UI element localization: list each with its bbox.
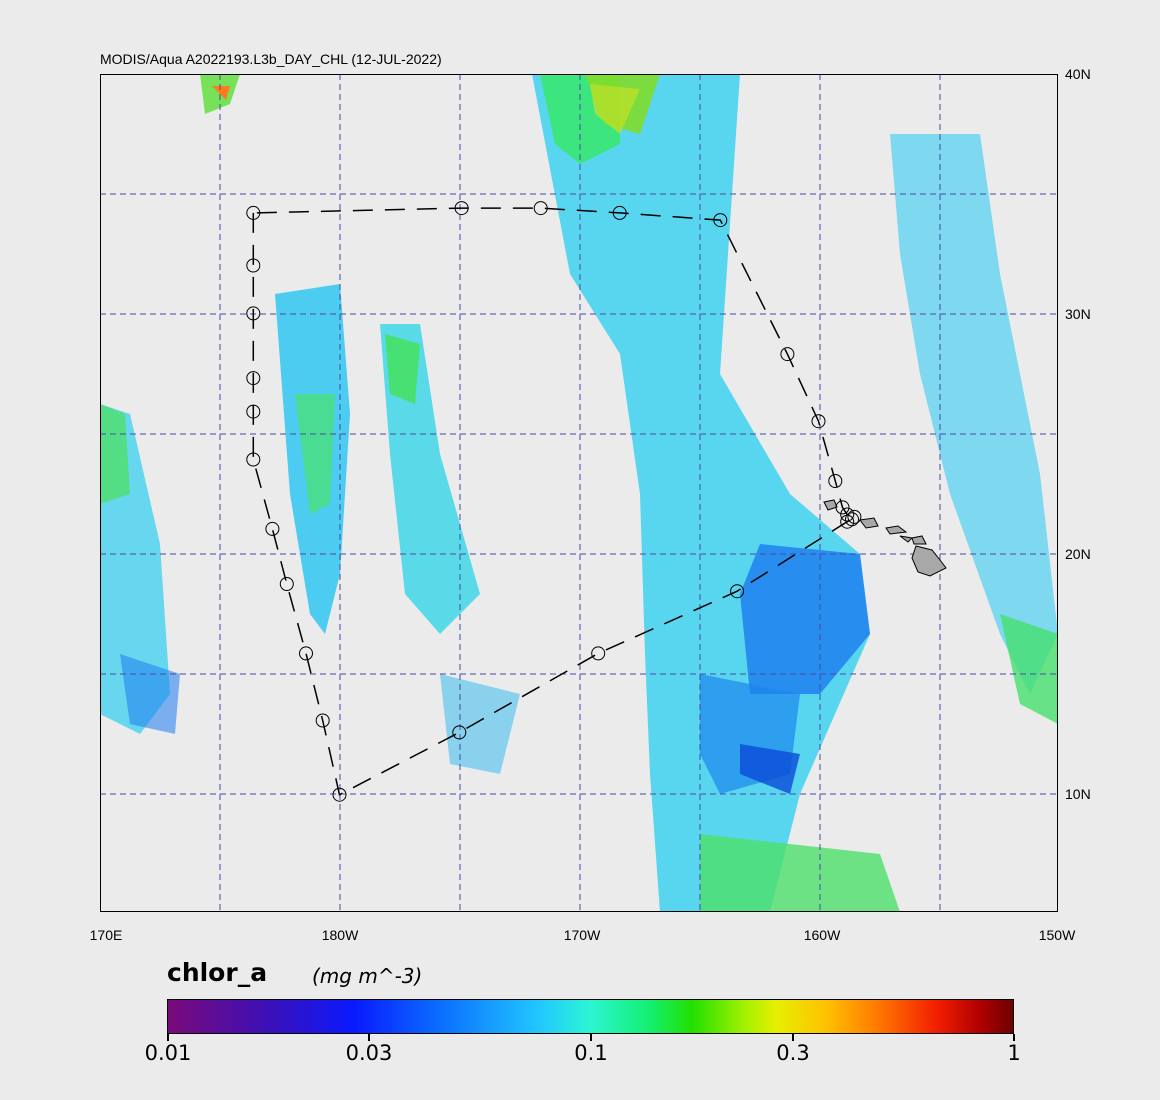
colorbar-variable: chlor_a bbox=[167, 958, 268, 987]
station-marker bbox=[780, 347, 795, 362]
colorbar-tick bbox=[167, 1034, 169, 1041]
lat-label-40n: 40N bbox=[1065, 66, 1091, 82]
station-marker bbox=[246, 452, 261, 467]
lon-label-160w: 160W bbox=[803, 927, 841, 943]
map-title: MODIS/Aqua A2022193.L3b_DAY_CHL (12-JUL-… bbox=[100, 51, 442, 67]
station-marker bbox=[713, 213, 728, 228]
cruise-stations bbox=[246, 201, 862, 802]
station-marker bbox=[315, 713, 330, 728]
map-canvas bbox=[100, 74, 1058, 912]
station-marker bbox=[299, 646, 313, 661]
colorbar-tick bbox=[590, 1034, 592, 1041]
lon-label-170w: 170W bbox=[563, 927, 601, 943]
lon-label-170e: 170E bbox=[89, 927, 123, 943]
colorbar-tick bbox=[1013, 1034, 1015, 1041]
colorbar-tick bbox=[792, 1034, 794, 1041]
lon-label-180w: 180W bbox=[321, 927, 359, 943]
station-marker bbox=[332, 787, 347, 802]
station-marker bbox=[845, 512, 859, 527]
lon-label-150w: 150W bbox=[1038, 927, 1076, 943]
station-marker bbox=[246, 404, 261, 419]
colorbar-tick-label: 0.01 bbox=[144, 1041, 192, 1065]
colorbar-tick-label: 0.1 bbox=[574, 1041, 608, 1065]
colorbar-units: (mg m^-3) bbox=[312, 964, 423, 988]
station-marker bbox=[828, 474, 843, 488]
colorbar-tick bbox=[368, 1034, 370, 1041]
station-marker bbox=[454, 201, 469, 216]
chlorophyll-swath-east bbox=[532, 74, 900, 912]
station-marker bbox=[730, 584, 745, 599]
colorbar-tick-label: 0.3 bbox=[776, 1041, 810, 1065]
hawaiian-islands bbox=[823, 499, 947, 577]
chlorophyll-swath-west bbox=[100, 284, 480, 734]
colorbar bbox=[167, 999, 1014, 1034]
lat-label-10n: 10N bbox=[1065, 786, 1091, 802]
station-marker bbox=[840, 507, 855, 522]
station-marker bbox=[452, 725, 467, 740]
station-marker bbox=[265, 521, 280, 536]
lat-label-20n: 20N bbox=[1065, 546, 1091, 562]
station-marker bbox=[246, 205, 261, 220]
station-marker bbox=[246, 306, 261, 321]
lat-label-30n: 30N bbox=[1065, 306, 1091, 322]
station-marker bbox=[835, 500, 850, 515]
station-marker bbox=[847, 509, 862, 524]
colorbar-tick-label: 1 bbox=[1007, 1041, 1021, 1065]
station-marker bbox=[533, 201, 548, 216]
station-marker bbox=[811, 414, 826, 429]
colorbar-tick-label: 0.03 bbox=[345, 1041, 393, 1065]
station-marker bbox=[246, 258, 261, 273]
station-marker bbox=[279, 577, 294, 591]
cruise-track-line bbox=[252, 207, 856, 796]
station-marker bbox=[246, 371, 261, 386]
station-marker bbox=[612, 205, 627, 220]
map-frame[interactable] bbox=[100, 74, 1058, 912]
station-marker bbox=[591, 646, 606, 661]
